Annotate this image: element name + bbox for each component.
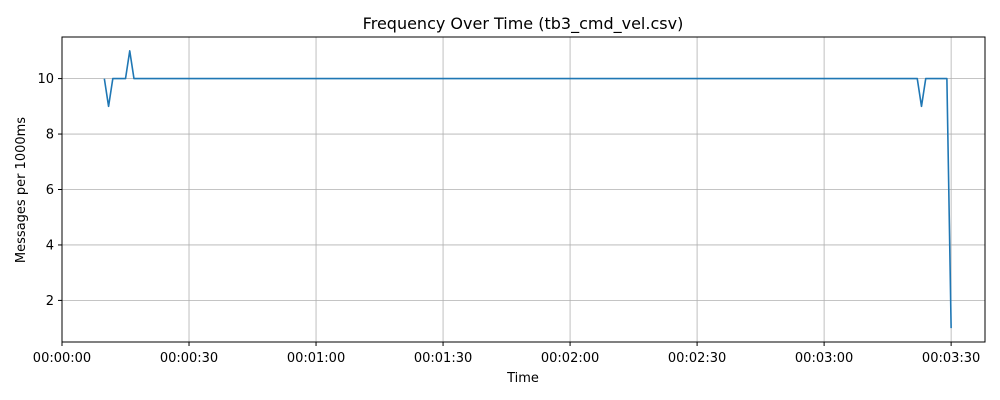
x-tick-label: 00:00:30 — [160, 351, 218, 366]
x-tick-label: 00:02:30 — [668, 351, 726, 366]
x-tick-label: 00:02:00 — [541, 351, 599, 366]
x-tick-label: 00:03:30 — [922, 351, 980, 366]
y-axis-label: Messages per 1000ms — [14, 117, 29, 263]
x-axis-label: Time — [506, 371, 539, 386]
y-tick-label: 2 — [46, 294, 54, 309]
plot-frame — [61, 36, 986, 343]
plot-area — [103, 50, 952, 329]
x-tick-label: 00:00:00 — [33, 351, 91, 366]
series-line — [103, 50, 952, 329]
x-tick-label: 00:03:00 — [795, 351, 853, 366]
y-tick-label: 8 — [46, 128, 54, 143]
x-tick-label: 00:01:00 — [287, 351, 345, 366]
x-tick-label: 00:01:30 — [414, 351, 472, 366]
y-tick-label: 4 — [46, 238, 54, 253]
x-axis-ticks: 00:00:00 00:00:30 00:01:00 00:01:30 00:02:00… — [33, 342, 980, 366]
y-tick-label: 6 — [46, 183, 54, 198]
y-tick-label: 10 — [37, 72, 54, 87]
y-axis-ticks: 2 4 6 8 10 — [37, 72, 62, 309]
chart-title: Frequency Over Time (tb3_cmd_vel.csv) — [363, 14, 684, 34]
